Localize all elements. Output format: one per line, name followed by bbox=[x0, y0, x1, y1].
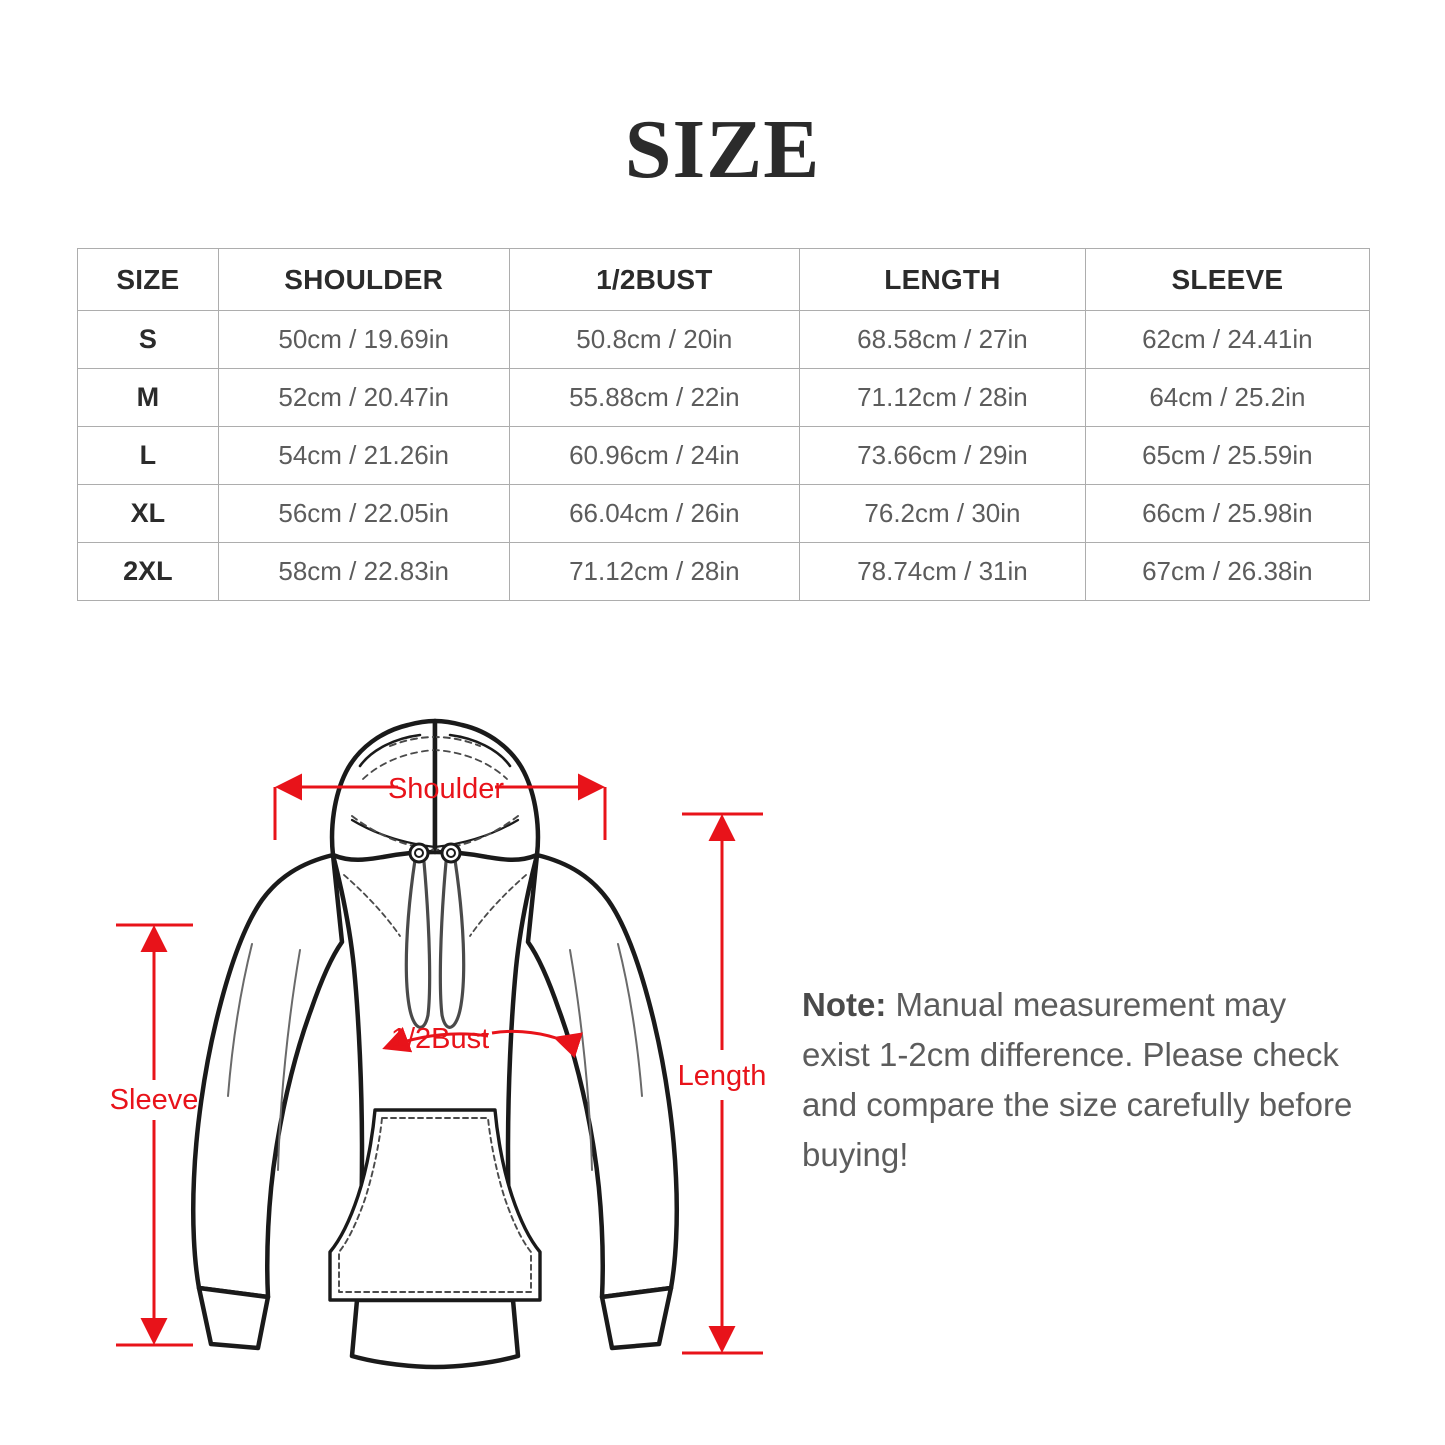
cell-length: 68.58cm / 27in bbox=[799, 310, 1086, 369]
length-measure-arrow bbox=[682, 812, 763, 1355]
note-text: Manual measurement may exist 1-2cm diffe… bbox=[802, 986, 1353, 1174]
length-label: Length bbox=[678, 1060, 767, 1092]
cell-bust: 60.96cm / 24in bbox=[508, 426, 801, 485]
cell-sleeve: 65cm / 25.59in bbox=[1084, 426, 1371, 485]
cell-size: 2XL bbox=[77, 542, 219, 601]
cell-bust: 66.04cm / 26in bbox=[508, 484, 801, 543]
hoodie-illustration bbox=[190, 718, 680, 1370]
table-header-row: SIZE SHOULDER 1/2BUST LENGTH SLEEVE bbox=[77, 248, 1371, 311]
shoulder-measure-arrow bbox=[273, 773, 607, 840]
cell-length: 76.2cm / 30in bbox=[799, 484, 1086, 543]
cell-length: 78.74cm / 31in bbox=[799, 542, 1086, 601]
table-row: M 52cm / 20.47in 55.88cm / 22in 71.12cm … bbox=[77, 368, 1371, 427]
cell-size: S bbox=[77, 310, 219, 369]
page-title: SIZE bbox=[624, 103, 821, 196]
sleeve-measure-arrow bbox=[116, 923, 193, 1347]
cell-shoulder: 54cm / 21.26in bbox=[217, 426, 510, 485]
sleeve-label: Sleeve bbox=[110, 1084, 199, 1116]
cell-size: XL bbox=[77, 484, 219, 543]
bust-measure-arrow bbox=[382, 1026, 583, 1059]
table-row: S 50cm / 19.69in 50.8cm / 20in 68.58cm /… bbox=[77, 310, 1371, 369]
size-chart-table-wrapper: SIZE SHOULDER 1/2BUST LENGTH SLEEVE S 50… bbox=[77, 248, 1371, 601]
column-header-length: LENGTH bbox=[799, 248, 1086, 311]
cell-bust: 50.8cm / 20in bbox=[508, 310, 801, 369]
column-header-size: SIZE bbox=[77, 248, 219, 311]
cell-size: L bbox=[77, 426, 219, 485]
column-header-bust: 1/2BUST bbox=[508, 248, 801, 311]
cell-shoulder: 50cm / 19.69in bbox=[217, 310, 510, 369]
cell-shoulder: 58cm / 22.83in bbox=[217, 542, 510, 601]
note-label: Note: bbox=[802, 986, 887, 1023]
measurement-annotations: Shoulder 1/2Bust Length Sleeve bbox=[110, 773, 767, 1355]
cell-shoulder: 52cm / 20.47in bbox=[217, 368, 510, 427]
column-header-shoulder: SHOULDER bbox=[217, 248, 510, 311]
cell-bust: 71.12cm / 28in bbox=[508, 542, 801, 601]
cell-size: M bbox=[77, 368, 219, 427]
note-block: Note: Manual measurement may exist 1-2cm… bbox=[802, 980, 1362, 1181]
cell-bust: 55.88cm / 22in bbox=[508, 368, 801, 427]
column-header-sleeve: SLEEVE bbox=[1084, 248, 1371, 311]
table-row: 2XL 58cm / 22.83in 71.12cm / 28in 78.74c… bbox=[77, 542, 1371, 601]
bust-label: 1/2Bust bbox=[391, 1023, 489, 1055]
cell-sleeve: 67cm / 26.38in bbox=[1084, 542, 1371, 601]
measurement-diagram: Shoulder 1/2Bust Length Sleeve bbox=[0, 700, 1445, 1445]
cell-length: 71.12cm / 28in bbox=[799, 368, 1086, 427]
cell-sleeve: 62cm / 24.41in bbox=[1084, 310, 1371, 369]
size-chart-table: SIZE SHOULDER 1/2BUST LENGTH SLEEVE S 50… bbox=[77, 248, 1371, 601]
table-row: XL 56cm / 22.05in 66.04cm / 26in 76.2cm … bbox=[77, 484, 1371, 543]
cell-length: 73.66cm / 29in bbox=[799, 426, 1086, 485]
cell-shoulder: 56cm / 22.05in bbox=[217, 484, 510, 543]
cell-sleeve: 64cm / 25.2in bbox=[1084, 368, 1371, 427]
shoulder-label: Shoulder bbox=[388, 773, 504, 805]
cell-sleeve: 66cm / 25.98in bbox=[1084, 484, 1371, 543]
table-row: L 54cm / 21.26in 60.96cm / 24in 73.66cm … bbox=[77, 426, 1371, 485]
